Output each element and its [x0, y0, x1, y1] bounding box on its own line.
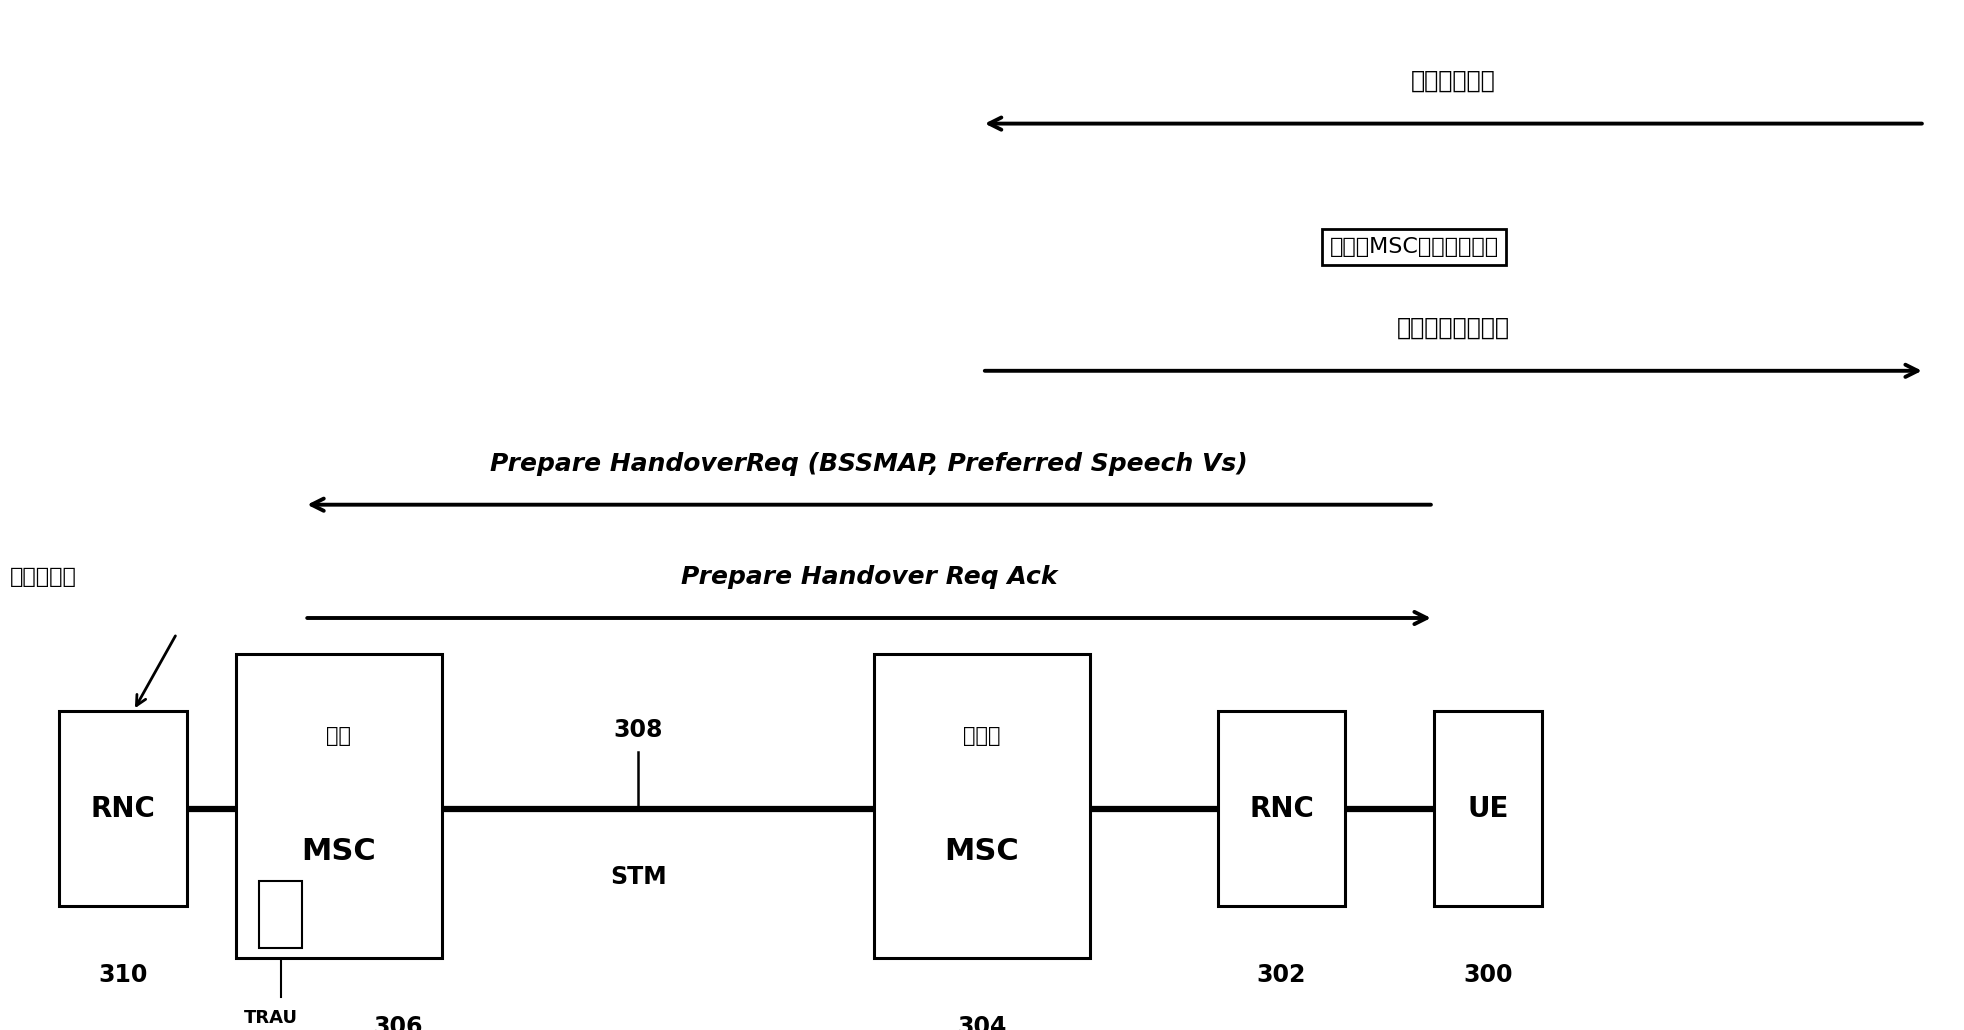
Text: 310: 310 [98, 963, 147, 987]
Text: MSC: MSC [945, 837, 1019, 866]
FancyBboxPatch shape [874, 654, 1090, 958]
FancyBboxPatch shape [236, 654, 442, 958]
FancyBboxPatch shape [1434, 711, 1542, 906]
FancyBboxPatch shape [59, 711, 187, 906]
Text: 304: 304 [956, 1015, 1008, 1030]
Text: STM: STM [611, 865, 666, 889]
Text: Prepare HandoverReq (BSSMAP, Preferred Speech Vs): Prepare HandoverReq (BSSMAP, Preferred S… [491, 452, 1247, 476]
Text: TRAU: TRAU [244, 1009, 299, 1027]
Text: 再定位请求: 再定位请求 [10, 568, 77, 587]
Text: RNC: RNC [1249, 794, 1314, 823]
Text: UE: UE [1467, 794, 1508, 823]
Text: 306: 306 [373, 1015, 422, 1030]
FancyBboxPatch shape [1218, 711, 1345, 906]
Text: 308: 308 [613, 718, 664, 742]
Text: Prepare Handover Req Ack: Prepare Handover Req Ack [682, 565, 1057, 589]
Text: 300: 300 [1463, 963, 1512, 987]
Text: 再定位被请求: 再定位被请求 [1410, 69, 1497, 93]
Text: 所选择的编解码器: 所选择的编解码器 [1396, 316, 1510, 340]
FancyBboxPatch shape [259, 881, 302, 948]
Text: MSC: MSC [300, 837, 377, 866]
Text: RNC: RNC [90, 794, 155, 823]
Text: 目标: 目标 [326, 726, 352, 746]
Text: 302: 302 [1257, 963, 1306, 987]
Text: 驻在地: 驻在地 [962, 726, 1002, 746]
Text: 驻在地MSC选择编解码器: 驻在地MSC选择编解码器 [1330, 237, 1499, 258]
